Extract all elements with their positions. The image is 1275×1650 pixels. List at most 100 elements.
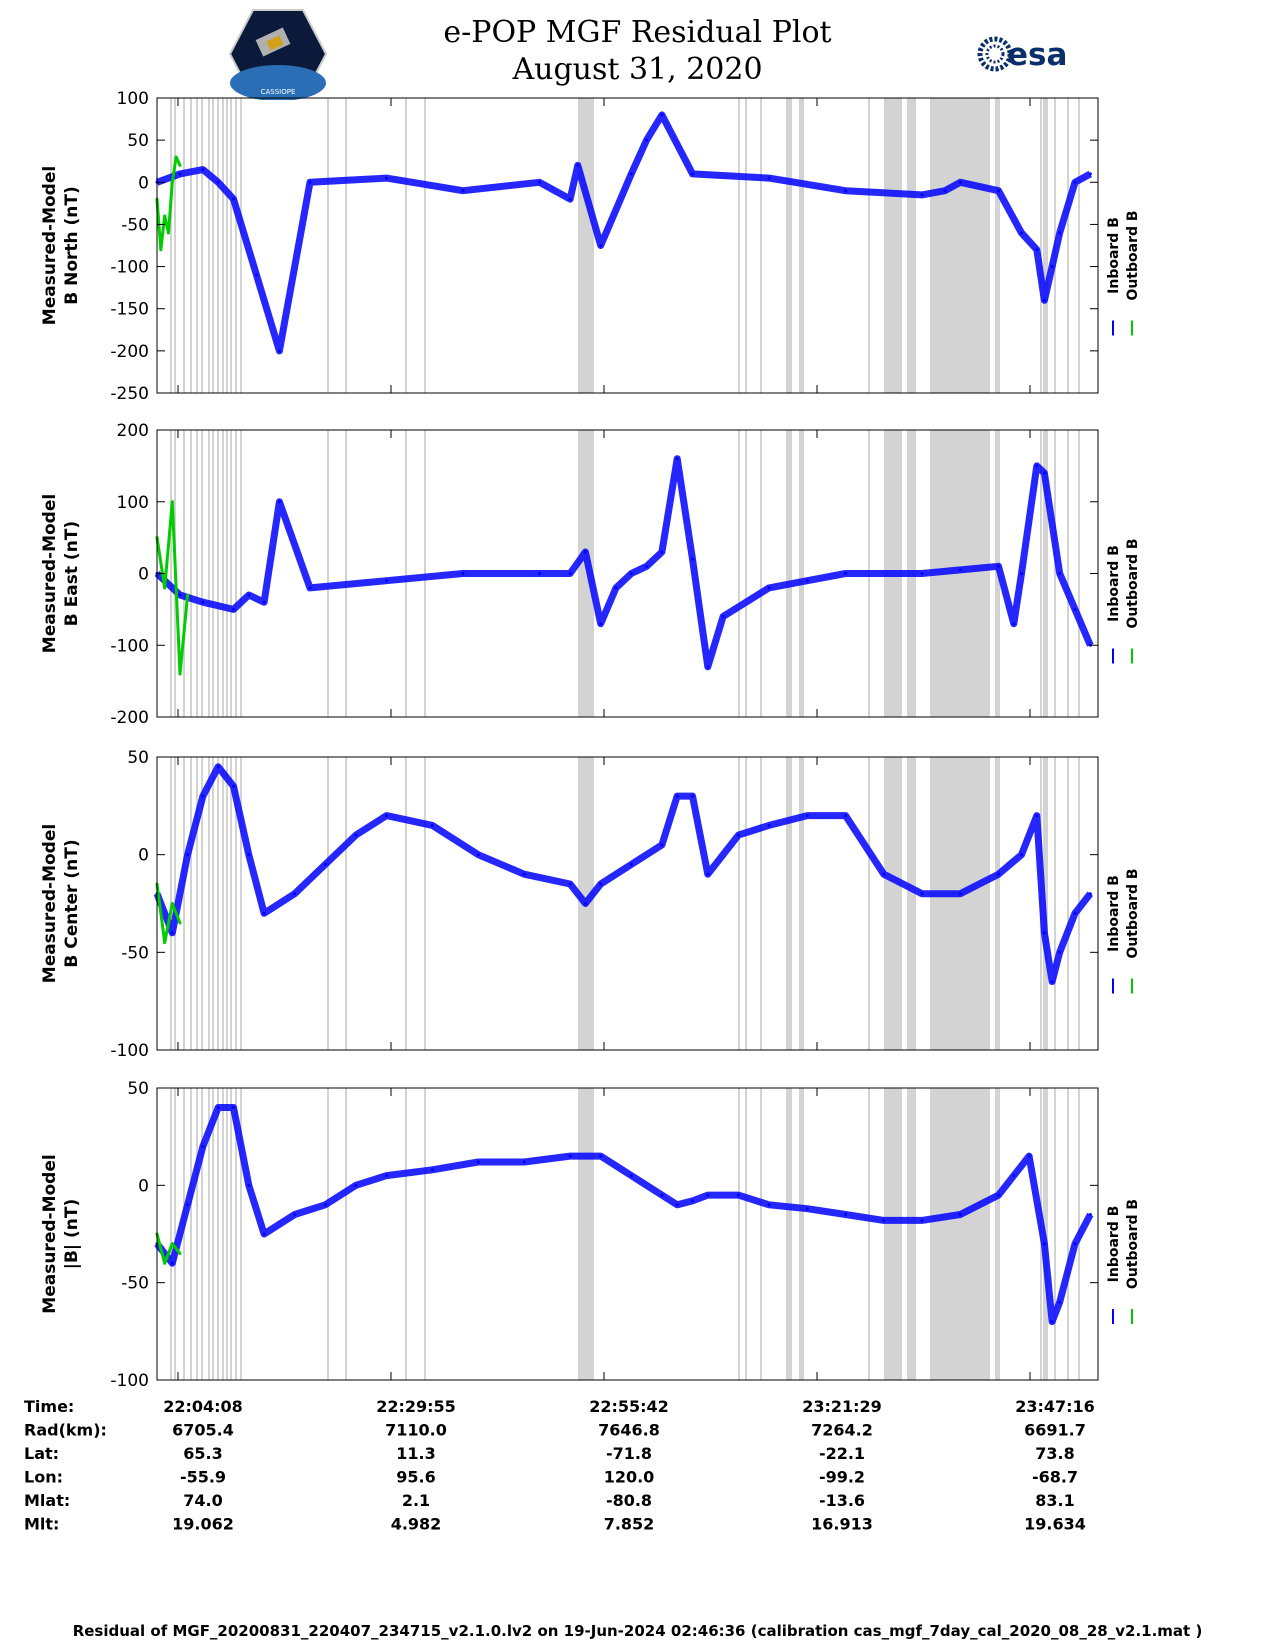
data-gap-band: [201, 757, 203, 1050]
y-tick-label: 50: [127, 1079, 149, 1099]
info-cell: 73.8: [1035, 1444, 1074, 1463]
data-point: [385, 1174, 389, 1178]
y-axis-label: Measured-Model: [40, 1154, 60, 1313]
data-gap-band: [226, 1088, 228, 1380]
y-tick-label: 50: [127, 748, 149, 768]
data-point: [216, 1105, 220, 1109]
y-axis-label: Measured-Model: [40, 824, 60, 983]
data-point: [568, 572, 572, 575]
data-point: [568, 882, 572, 886]
data-gap-band: [1054, 757, 1056, 1050]
data-point: [538, 180, 542, 184]
data-gap-band: [884, 1088, 902, 1380]
data-point: [170, 1242, 174, 1246]
data-gap-band: [183, 757, 185, 1050]
data-point: [660, 843, 664, 847]
data-gap-band: [738, 430, 740, 717]
data-gap-band: [786, 430, 792, 717]
y-tick-label: -50: [121, 215, 149, 235]
data-gap-band: [230, 430, 232, 717]
data-gap-band: [1078, 430, 1080, 717]
data-point: [997, 872, 1001, 876]
data-gap-band: [327, 1088, 329, 1380]
data-point: [844, 814, 848, 818]
info-cell: 19.062: [172, 1515, 234, 1534]
data-point: [721, 615, 725, 619]
info-cell: 4.982: [391, 1515, 442, 1534]
y-tick-label: 200: [117, 421, 149, 441]
info-cell: -68.7: [1032, 1468, 1078, 1487]
data-gap-band: [183, 430, 185, 717]
data-point: [323, 1203, 327, 1207]
data-point: [920, 572, 924, 575]
data-gap-band: [170, 430, 172, 717]
data-point: [660, 550, 664, 554]
data-point: [629, 572, 633, 575]
data-point: [323, 862, 327, 866]
data-point: [805, 579, 809, 583]
data-gap-band: [405, 98, 407, 393]
data-gap-band: [424, 430, 426, 717]
data-point: [1042, 471, 1046, 475]
info-cell: 2.1: [402, 1491, 430, 1510]
data-point: [958, 1213, 962, 1217]
data-point: [629, 862, 633, 866]
data-gap-band: [170, 1088, 172, 1380]
axes-frame: [156, 1087, 1099, 1381]
data-point: [178, 1251, 182, 1255]
info-row-label: Mlt:: [24, 1515, 59, 1534]
data-point: [385, 579, 389, 583]
data-point: [1050, 265, 1054, 269]
data-gap-band: [217, 430, 219, 717]
data-gap-band: [405, 757, 407, 1050]
data-point: [1073, 911, 1077, 915]
data-point: [1019, 572, 1023, 575]
data-point: [262, 600, 266, 604]
data-point: [308, 180, 312, 184]
data-point: [1019, 231, 1023, 235]
info-cell: 74.0: [183, 1491, 222, 1510]
info-cell: 65.3: [183, 1444, 222, 1463]
data-point: [767, 586, 771, 590]
data-gap-band: [196, 757, 198, 1050]
data-point: [163, 941, 167, 945]
series-line-inboard: [153, 763, 1094, 986]
data-point: [461, 189, 465, 193]
data-point: [170, 180, 174, 184]
data-point: [254, 273, 258, 277]
data-point: [1058, 231, 1062, 235]
info-cell: 7.852: [604, 1515, 655, 1534]
data-point: [1042, 298, 1046, 302]
plot-title: e-POP MGF Residual Plot: [443, 15, 832, 50]
data-gap-band: [745, 98, 747, 393]
data-gap-band: [235, 1088, 237, 1380]
data-gap-band: [786, 757, 792, 1050]
data-gap-band: [930, 98, 990, 393]
data-point: [1050, 980, 1054, 984]
info-cell: -80.8: [606, 1491, 652, 1510]
data-point: [568, 1154, 572, 1158]
data-gap-band: [745, 430, 747, 717]
y-tick-label: -100: [110, 636, 149, 656]
info-cell: 83.1: [1035, 1491, 1074, 1510]
data-gap-band: [868, 98, 870, 393]
data-gap-band: [230, 1088, 232, 1380]
data-gap-band: [424, 757, 426, 1050]
y-tick-label: -50: [121, 943, 149, 963]
data-point: [675, 794, 679, 798]
data-gap-band: [930, 1088, 990, 1380]
data-point: [232, 784, 236, 788]
data-point: [170, 902, 174, 905]
info-row-label: Lon:: [24, 1468, 63, 1487]
info-cell: 22:29:55: [376, 1397, 456, 1416]
data-point: [1035, 814, 1039, 818]
legend-outboard-label: Outboard B: [1125, 210, 1141, 300]
data-point: [920, 892, 924, 896]
data-gap-band: [745, 757, 747, 1050]
data-gap-band: [190, 1088, 192, 1380]
data-point: [354, 833, 358, 837]
y-axis-label: Measured-Model: [40, 494, 60, 653]
y-tick-label: 0: [138, 173, 149, 193]
info-row-label: Time:: [24, 1397, 74, 1416]
